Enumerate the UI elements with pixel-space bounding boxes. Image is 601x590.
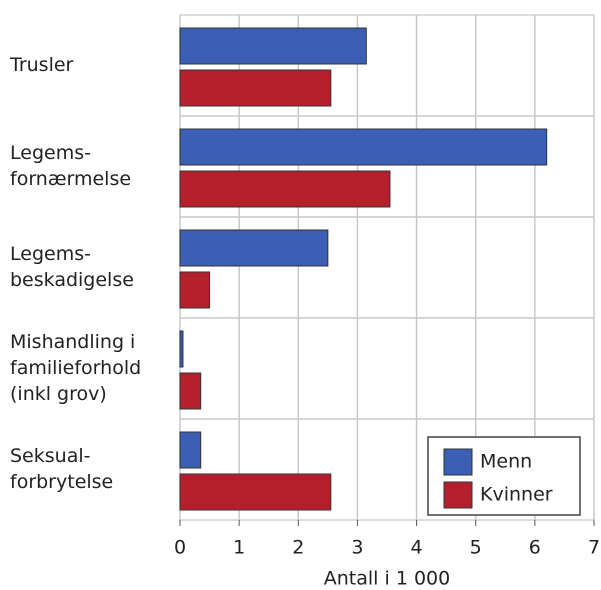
x-tick-label: 0: [174, 537, 186, 559]
bar: [179, 229, 329, 267]
x-tick-label: 1: [233, 537, 245, 559]
y-tick-label: fornærmelse: [10, 168, 131, 190]
y-tick-label: Seksual-: [10, 445, 90, 467]
x-tick-label: 2: [292, 537, 304, 559]
legend-label: Kvinner: [480, 484, 553, 506]
y-tick-label: familieforhold: [10, 357, 141, 379]
y-tick-label: Trusler: [9, 54, 74, 76]
legend-swatch: [443, 481, 473, 509]
legend-label: Menn: [480, 451, 532, 473]
y-tick-label: forbrytelse: [10, 471, 113, 493]
bar: [179, 372, 202, 410]
x-tick-label: 3: [351, 537, 363, 559]
bar: [179, 330, 184, 368]
x-tick-label: 5: [470, 537, 482, 559]
bar: [179, 271, 211, 309]
bar: [179, 27, 367, 65]
y-tick-label: Legems-: [10, 142, 91, 164]
x-tick-label: 4: [411, 537, 423, 559]
bar: [179, 170, 391, 208]
y-tick-label: Mishandling i: [10, 331, 135, 353]
bar: [179, 128, 548, 166]
y-tick-label: beskadigelse: [10, 269, 134, 291]
x-axis-label: Antall i 1 000: [324, 568, 450, 590]
legend-swatch: [443, 448, 473, 476]
bar: [179, 431, 202, 469]
x-tick-label: 7: [588, 537, 600, 559]
y-tick-label: Legems-: [10, 243, 91, 265]
bar: [179, 69, 332, 107]
x-tick-label: 6: [529, 537, 541, 559]
bar: [179, 473, 332, 511]
y-tick-label: (inkl grov): [10, 383, 107, 405]
